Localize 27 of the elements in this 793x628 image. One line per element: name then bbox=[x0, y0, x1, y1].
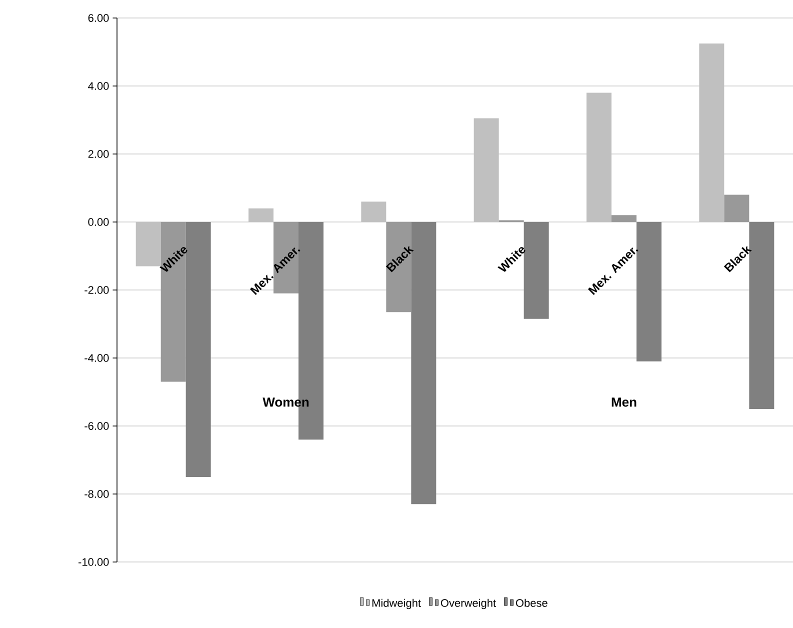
bar bbox=[612, 215, 636, 222]
y-tick-label: 2.00 bbox=[88, 150, 109, 158]
bar bbox=[474, 118, 499, 222]
bar bbox=[524, 222, 549, 319]
y-tick-label: 0.00 bbox=[88, 218, 109, 226]
annotation: Men bbox=[612, 398, 636, 407]
y-tick-label: -10.00 bbox=[78, 558, 109, 566]
legend-label: Overweight bbox=[440, 598, 496, 610]
bar bbox=[636, 222, 662, 362]
y-tick-label: -6.00 bbox=[84, 422, 109, 430]
annotation: Women bbox=[262, 398, 309, 407]
y-tick-label: -2.00 bbox=[84, 286, 109, 294]
bar bbox=[248, 208, 274, 222]
bar bbox=[160, 222, 186, 382]
legend-label: Obese bbox=[516, 598, 548, 607]
y-tick-label: 6.00 bbox=[88, 14, 109, 22]
legend-label: Midweight bbox=[372, 598, 421, 610]
bar bbox=[186, 222, 211, 477]
bar bbox=[724, 194, 750, 222]
y-tick-label: 4.00 bbox=[88, 82, 109, 90]
bar bbox=[136, 222, 161, 266]
bar bbox=[274, 222, 298, 294]
bar bbox=[361, 202, 386, 222]
y-tick-label: -4.00 bbox=[84, 354, 109, 362]
bar bbox=[586, 92, 612, 222]
bar bbox=[699, 43, 724, 222]
y-tick-label: -8.00 bbox=[84, 490, 109, 498]
